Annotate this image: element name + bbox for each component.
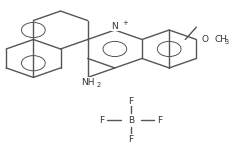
Text: F: F xyxy=(128,135,133,143)
Text: F: F xyxy=(158,116,163,125)
Text: F: F xyxy=(99,116,104,125)
Text: +: + xyxy=(122,20,128,26)
Text: CH: CH xyxy=(215,35,228,44)
Text: 2: 2 xyxy=(96,82,101,88)
Text: B: B xyxy=(128,116,134,125)
Text: F: F xyxy=(128,97,133,106)
Text: NH: NH xyxy=(81,78,94,87)
Text: N: N xyxy=(111,22,118,31)
Text: 3: 3 xyxy=(225,39,229,45)
Text: O: O xyxy=(202,35,208,44)
